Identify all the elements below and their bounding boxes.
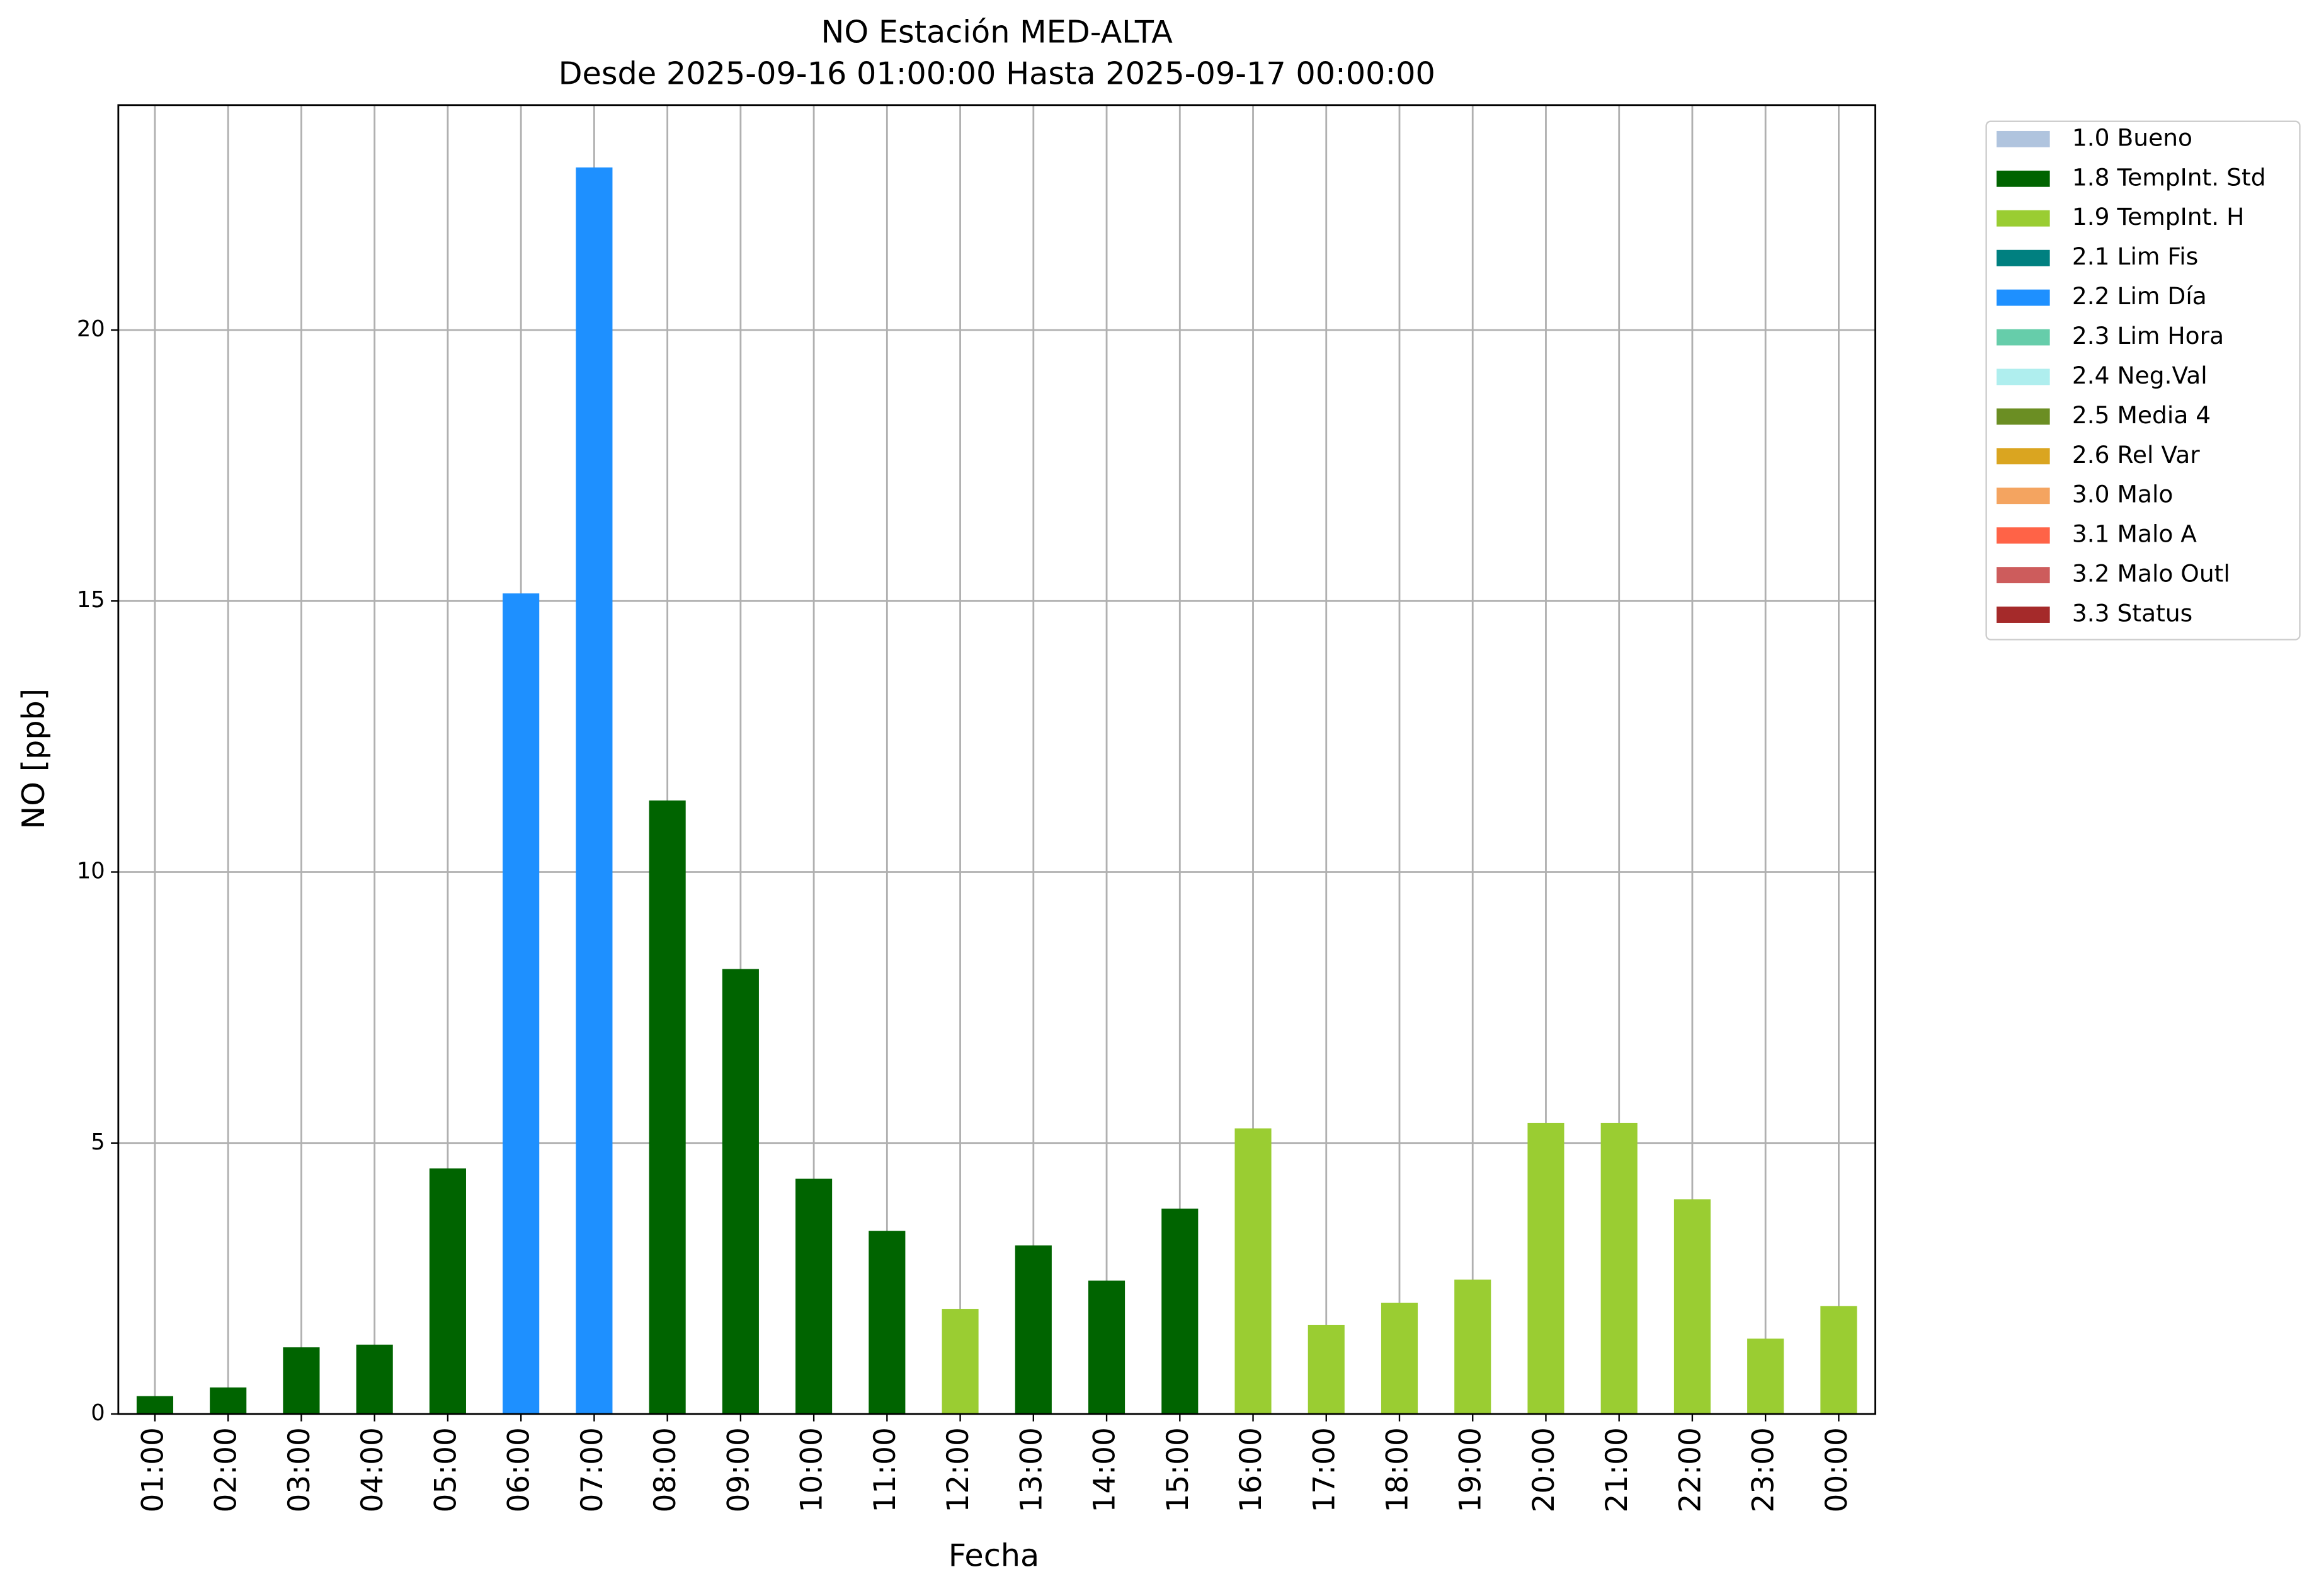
y-tick-label: 20: [77, 316, 105, 342]
bar: [1234, 1128, 1272, 1415]
legend-label: 2.6 Rel Var: [2072, 441, 2200, 469]
legend-swatch: [1997, 408, 2050, 425]
y-tick-label: 10: [77, 858, 105, 884]
bar: [1673, 1199, 1711, 1415]
x-tick-label: 01:00: [135, 1427, 170, 1512]
legend-label: 2.2 Lim Día: [2072, 282, 2207, 310]
x-tick-label: 18:00: [1380, 1427, 1415, 1512]
x-tick-label: 06:00: [502, 1427, 537, 1512]
y-tick-label: 5: [91, 1129, 105, 1155]
x-tick-label: 03:00: [282, 1427, 317, 1512]
legend-label: 2.1 Lim Fis: [2072, 242, 2198, 270]
legend-swatch: [1997, 607, 2050, 623]
x-tick-label: 17:00: [1307, 1427, 1342, 1512]
legend-swatch: [1997, 170, 2050, 187]
bar: [795, 1178, 833, 1415]
bar: [503, 593, 540, 1415]
legend-label: 1.8 TempInt. Std: [2072, 163, 2266, 191]
x-tick-label: 04:00: [355, 1427, 390, 1512]
x-tick-label: 08:00: [648, 1427, 683, 1512]
legend-label: 2.3 Lim Hora: [2072, 322, 2224, 350]
legend-swatch: [1997, 448, 2050, 465]
legend-label: 3.3 Status: [2072, 600, 2192, 627]
legend-label: 2.4 Neg.Val: [2072, 362, 2208, 389]
x-tick-label: 20:00: [1527, 1427, 1561, 1512]
y-tick-label: 0: [91, 1400, 105, 1426]
x-tick-label: 16:00: [1234, 1427, 1268, 1512]
legend-swatch: [1997, 130, 2050, 147]
bar: [722, 969, 759, 1415]
x-tick-label: 07:00: [575, 1427, 610, 1512]
bar: [1527, 1122, 1564, 1415]
legend-swatch: [1997, 368, 2050, 385]
x-tick-label: 22:00: [1673, 1427, 1707, 1512]
x-tick-label: 23:00: [1746, 1427, 1781, 1512]
x-tick-label: 15:00: [1161, 1427, 1195, 1512]
chart-title: NO Estación MED-ALTA: [821, 14, 1173, 50]
bar: [1600, 1122, 1638, 1415]
legend-swatch: [1997, 289, 2050, 306]
x-tick-label: 10:00: [795, 1427, 829, 1512]
bar: [356, 1344, 393, 1415]
bar: [283, 1347, 320, 1415]
bar: [1820, 1306, 1857, 1415]
legend-label: 3.0 Malo: [2072, 481, 2174, 508]
bar: [942, 1309, 979, 1415]
bar: [1015, 1245, 1052, 1415]
x-tick-label: 21:00: [1600, 1427, 1634, 1512]
x-tick-label: 00:00: [1820, 1427, 1854, 1512]
x-tick-label: 05:00: [428, 1427, 463, 1512]
bar: [869, 1231, 906, 1415]
legend-swatch: [1997, 329, 2050, 346]
legend-label: 2.5 Media 4: [2072, 401, 2211, 429]
legend-label: 3.2 Malo Outl: [2072, 560, 2230, 588]
x-tick-label: 02:00: [209, 1427, 244, 1512]
legend-box: [1985, 120, 2301, 641]
x-tick-label: 19:00: [1454, 1427, 1488, 1512]
y-tick-label: 15: [77, 587, 105, 613]
legend-label: 1.9 TempInt. H: [2072, 203, 2245, 231]
legend-swatch: [1997, 210, 2050, 227]
x-tick-label: 13:00: [1014, 1427, 1049, 1512]
bar: [1161, 1208, 1199, 1415]
bar: [1381, 1302, 1418, 1415]
bar: [649, 800, 686, 1415]
x-tick-label: 12:00: [941, 1427, 976, 1512]
legend-swatch: [1997, 487, 2050, 504]
bar: [429, 1168, 466, 1415]
bar: [1308, 1325, 1345, 1415]
legend-label: 3.1 Malo A: [2072, 520, 2197, 548]
bar: [1454, 1279, 1491, 1415]
x-tick-label: 14:00: [1088, 1427, 1122, 1512]
chart-subtitle: Desde 2025-09-16 01:00:00 Hasta 2025-09-…: [559, 55, 1435, 91]
x-tick-label: 11:00: [868, 1427, 903, 1512]
legend-swatch: [1997, 249, 2050, 266]
x-tick-label: 09:00: [721, 1427, 756, 1512]
plot-frame: [117, 104, 1876, 1415]
y-axis-label: NO [ppb]: [15, 688, 52, 829]
legend-label: 1.0 Bueno: [2072, 123, 2192, 151]
bar: [1088, 1280, 1125, 1415]
legend-swatch: [1997, 527, 2050, 544]
bar: [210, 1387, 247, 1415]
bar: [136, 1396, 174, 1415]
bar: [1747, 1338, 1784, 1415]
bar: [576, 167, 613, 1415]
x-axis-label: Fecha: [949, 1537, 1040, 1573]
legend-swatch: [1997, 567, 2050, 584]
